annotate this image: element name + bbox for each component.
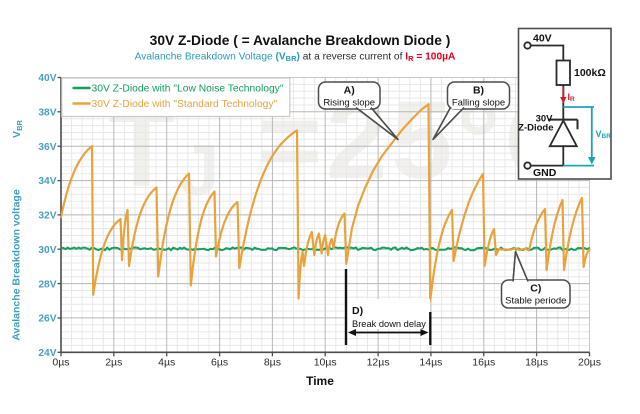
svg-text:20µs: 20µs [578,357,601,369]
svg-text:Avalanche Breakdown Voltage (V: Avalanche Breakdown Voltage (VBR) at a r… [135,52,456,64]
svg-text:36V: 36V [38,142,56,153]
svg-text:VBR: VBR [596,129,612,140]
svg-text:D): D) [352,305,363,317]
svg-text:A): A) [344,85,355,97]
svg-text:4µs: 4µs [158,357,175,369]
svg-text:26V: 26V [38,314,56,325]
svg-text:34V: 34V [38,176,56,187]
svg-text:2µs: 2µs [105,357,122,369]
svg-text:0µs: 0µs [52,357,69,369]
svg-text:16µs: 16µs [472,357,495,369]
svg-text:Z-Diode: Z-Diode [518,123,553,134]
svg-text:30V Z-Diode with "Low Noise Te: 30V Z-Diode with "Low Noise Technology" [92,84,284,95]
svg-text:Falling slope: Falling slope [452,98,505,109]
svg-text:12µs: 12µs [367,357,390,369]
svg-text:Break down delay: Break down delay [352,319,426,329]
svg-text:C): C) [530,283,541,295]
svg-text:32V: 32V [38,211,56,222]
svg-text:28V: 28V [38,279,56,290]
svg-text:30V: 30V [38,245,56,256]
svg-text:38V: 38V [38,108,56,119]
svg-text:24V: 24V [38,348,56,359]
svg-text:40V: 40V [533,33,552,45]
svg-text:10µs: 10µs [314,357,337,369]
svg-text:100kΩ: 100kΩ [574,67,606,79]
svg-text:B): B) [473,85,484,97]
svg-text:IR: IR [568,92,576,103]
svg-text:8µs: 8µs [264,357,281,369]
svg-text:Time: Time [306,374,334,388]
svg-text:Stable periode: Stable periode [505,296,566,307]
svg-text:40V: 40V [38,73,56,84]
svg-text:18µs: 18µs [525,357,548,369]
svg-text:30V Z-Diode with "Standard Tec: 30V Z-Diode with "Standard Technology" [92,99,278,110]
svg-text:6µs: 6µs [211,357,228,369]
svg-text:Rising slope: Rising slope [323,98,375,109]
svg-text:14µs: 14µs [419,357,442,369]
svg-text:30V: 30V [536,114,554,125]
svg-text:Avalanche Breakdown voltage: Avalanche Breakdown voltage [11,189,23,340]
svg-text:30V Z-Diode ( = Avalanche Brea: 30V Z-Diode ( = Avalanche Breakdown Diod… [150,33,451,48]
svg-text:GND: GND [533,167,557,179]
svg-text:VBR: VBR [11,119,24,137]
